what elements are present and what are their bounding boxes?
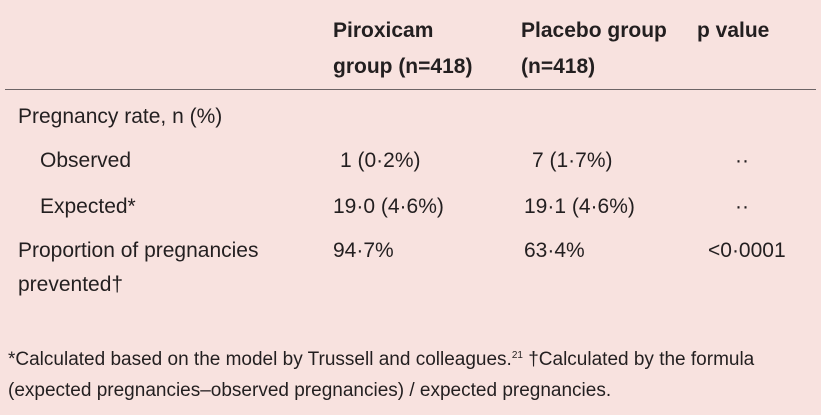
row-prevented-label-line1: Proportion of pregnancies <box>18 239 259 262</box>
row-observed-p: ·· <box>735 149 749 172</box>
header-piroxicam-line1: Piroxicam <box>333 19 434 42</box>
row-prevented-placebo: 63·4% <box>524 239 585 262</box>
footnote-part1: *Calculated based on the model by Trusse… <box>8 349 512 370</box>
row-prevented-p: <0·0001 <box>708 239 786 262</box>
header-piroxicam-line2: group (n=418) <box>333 55 473 78</box>
row-observed-placebo: 7 (1·7%) <box>532 149 613 172</box>
row-expected-placebo: 19·1 (4·6%) <box>524 195 635 218</box>
footnote-reference: 21 <box>511 350 523 361</box>
row-expected-p: ·· <box>735 195 749 218</box>
header-placebo-line1: Placebo group <box>521 19 667 42</box>
row-expected-piroxicam: 19·0 (4·6%) <box>333 195 444 218</box>
row-observed-piroxicam: 1 (0·2%) <box>340 149 421 172</box>
table-footnote: *Calculated based on the model by Trusse… <box>8 340 818 406</box>
header-p-value: p value <box>697 19 770 42</box>
row-prevented-label-line2: prevented† <box>18 273 124 296</box>
header-placebo-line2: (n=418) <box>521 55 596 78</box>
row-pregnancy-rate-label: Pregnancy rate, n (%) <box>18 105 223 128</box>
row-observed-label: Observed <box>40 149 132 172</box>
header-rule <box>5 89 816 90</box>
row-prevented-piroxicam: 94·7% <box>333 239 394 262</box>
footnote-part2: †Calculated by the formula (expected pre… <box>8 349 755 401</box>
row-expected-label: Expected* <box>40 195 136 218</box>
